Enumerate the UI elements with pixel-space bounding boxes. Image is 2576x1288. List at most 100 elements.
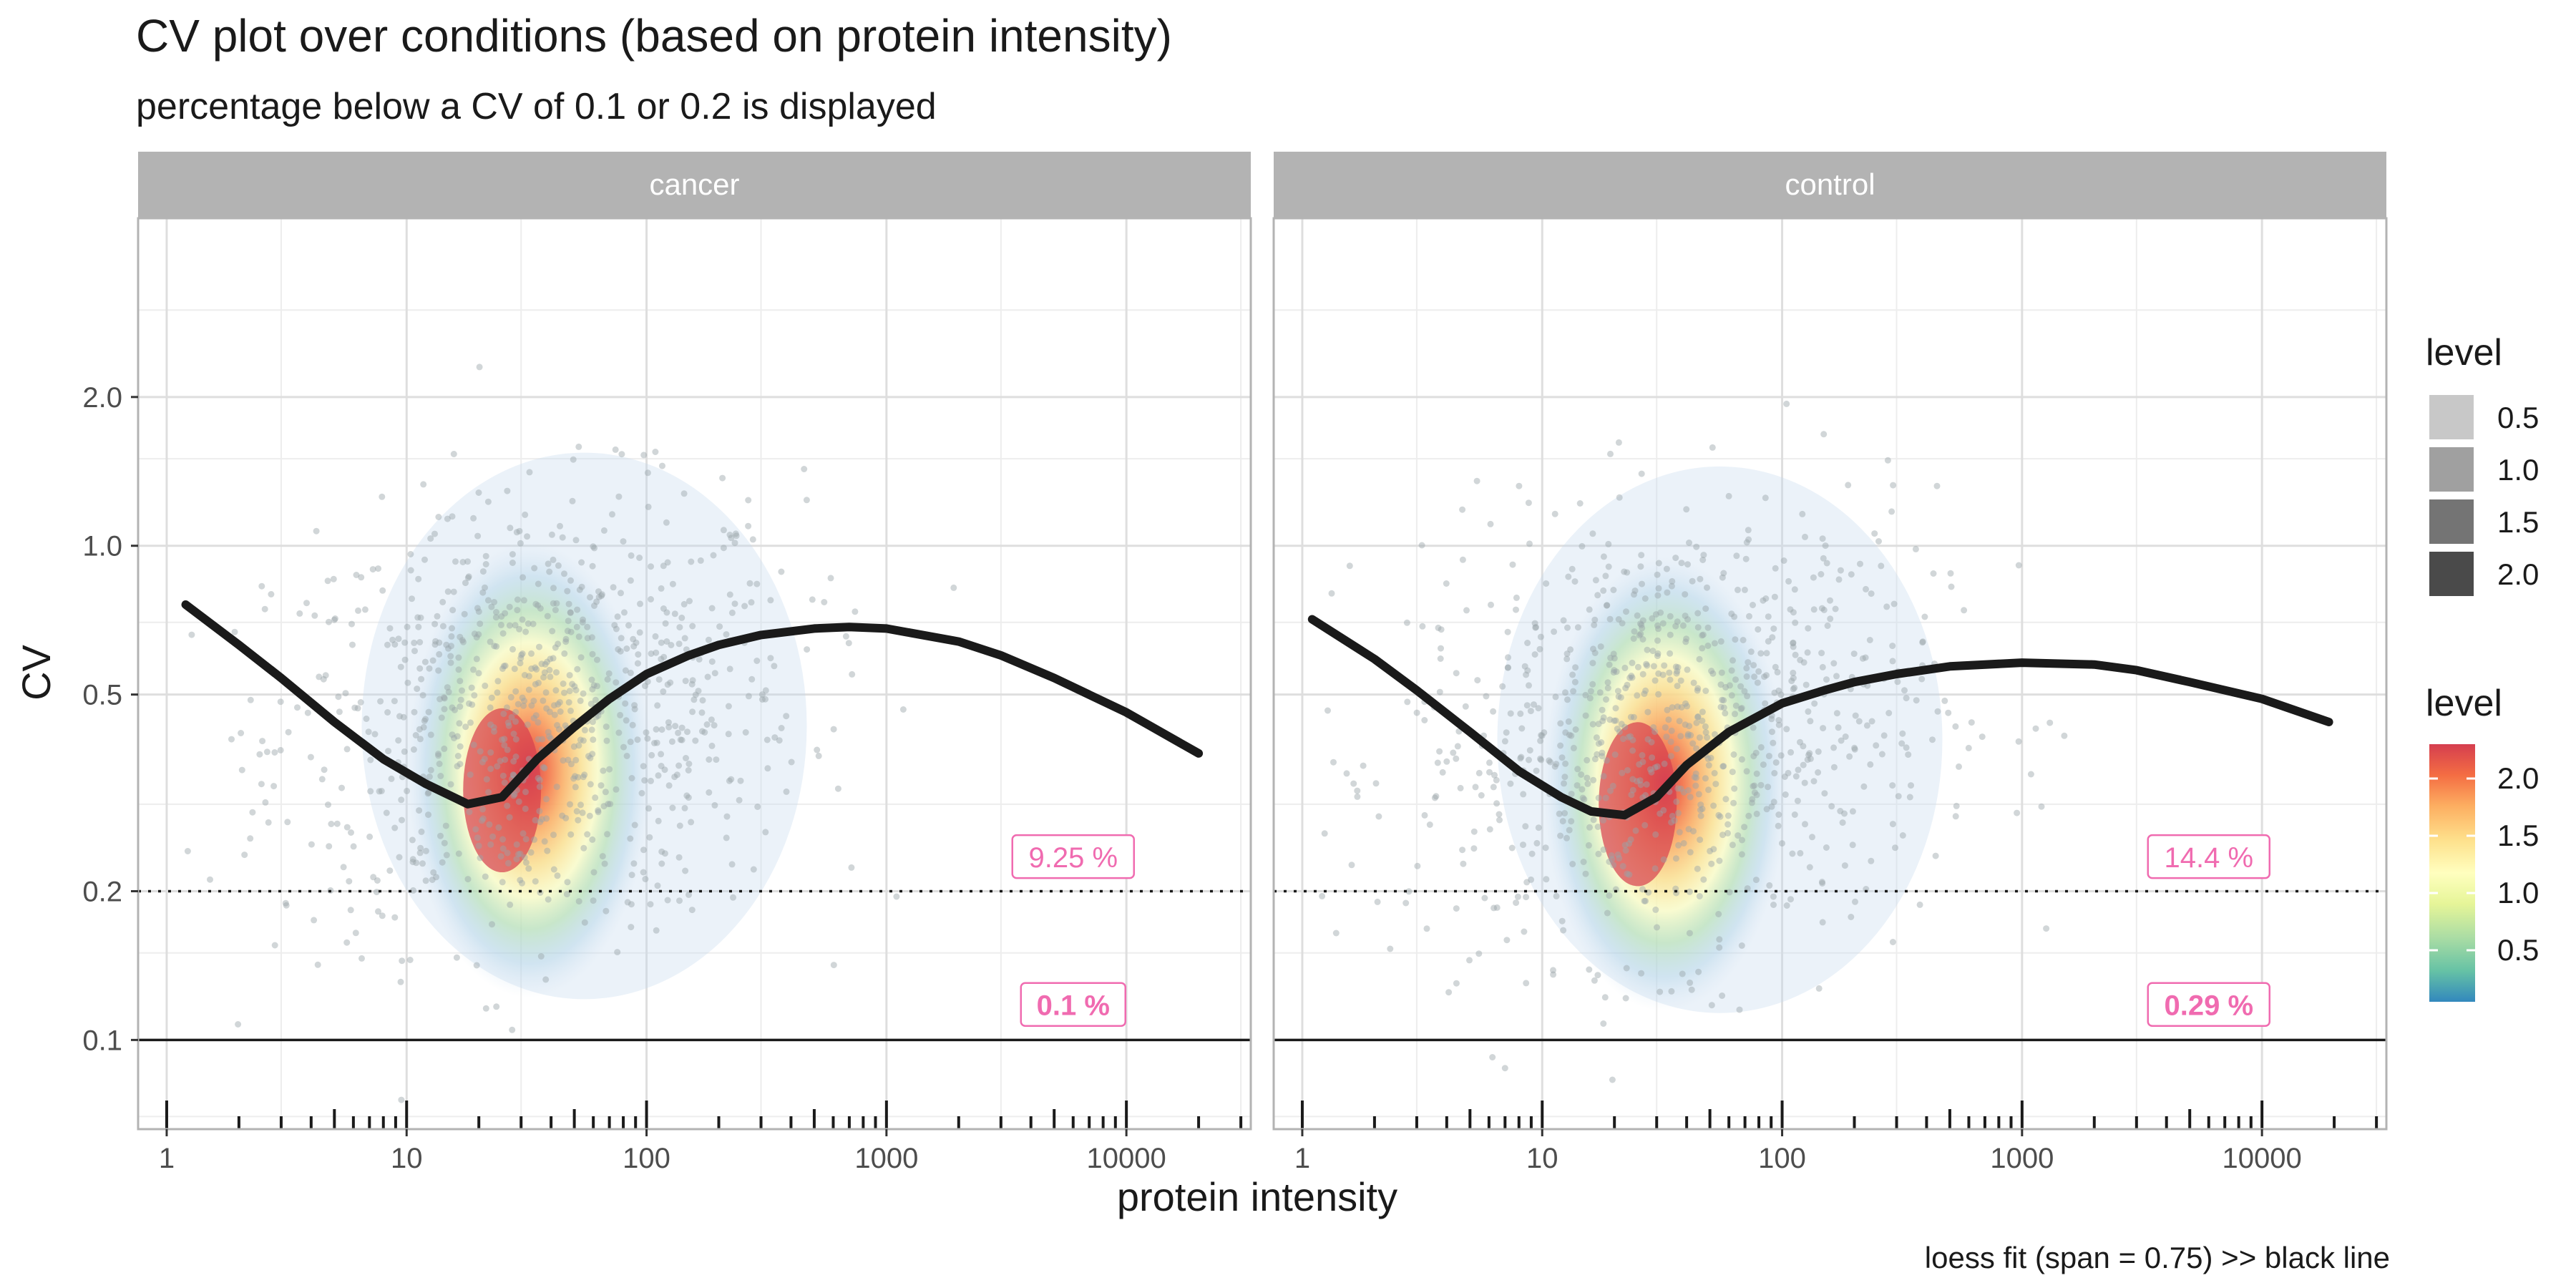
data-point — [580, 690, 587, 697]
data-point — [1691, 774, 1698, 781]
data-point — [1616, 854, 1623, 862]
data-point — [399, 816, 405, 824]
data-point — [725, 731, 732, 738]
data-point — [1835, 724, 1842, 731]
data-point — [535, 602, 542, 609]
data-point — [1895, 793, 1902, 800]
data-point — [1630, 635, 1637, 642]
data-point — [1433, 793, 1440, 800]
data-point — [1830, 763, 1838, 771]
data-point — [1616, 728, 1623, 736]
data-point — [1637, 563, 1644, 570]
data-point — [1883, 603, 1890, 610]
data-point — [569, 497, 576, 504]
data-point — [532, 816, 539, 824]
data-point — [578, 559, 585, 566]
data-point — [590, 736, 597, 743]
data-point — [899, 706, 907, 713]
data-point — [1717, 813, 1724, 820]
data-point — [1797, 656, 1804, 663]
data-point — [472, 826, 479, 833]
data-point — [648, 777, 654, 784]
data-point — [1600, 816, 1606, 824]
data-point — [1535, 705, 1542, 712]
data-point — [580, 774, 587, 781]
data-point — [590, 897, 597, 904]
data-point — [449, 704, 456, 711]
data-point — [1704, 755, 1712, 762]
data-point — [660, 605, 667, 612]
data-point — [1574, 624, 1581, 631]
data-point — [1679, 622, 1687, 629]
loess-fit-line — [1307, 615, 2333, 820]
data-point — [1513, 899, 1520, 907]
data-point — [545, 896, 552, 903]
data-point — [658, 726, 665, 733]
data-point — [640, 452, 648, 459]
data-point — [1750, 602, 1756, 608]
panel-background — [1274, 218, 2386, 1129]
data-point — [510, 758, 517, 765]
data-point — [1857, 560, 1863, 567]
data-point — [749, 536, 756, 543]
data-point — [1568, 732, 1575, 739]
data-point — [407, 567, 414, 574]
data-point — [1674, 683, 1681, 690]
data-point — [1578, 771, 1585, 778]
data-point — [1513, 606, 1519, 613]
data-point — [1837, 808, 1844, 814]
data-point — [1667, 676, 1674, 683]
data-point — [1901, 687, 1908, 694]
data-point — [1833, 710, 1840, 717]
data-point — [533, 665, 540, 673]
data-point — [1745, 659, 1752, 666]
data-point — [1868, 718, 1875, 725]
data-point — [1604, 679, 1611, 686]
data-point — [1768, 803, 1775, 810]
data-point — [1574, 766, 1581, 773]
data-point — [530, 698, 537, 704]
data-point — [627, 577, 634, 584]
data-point — [1689, 740, 1697, 747]
data-point — [1453, 905, 1460, 912]
data-point — [1622, 995, 1629, 1002]
data-point — [398, 796, 405, 804]
data-point — [449, 625, 455, 632]
data-point — [1820, 555, 1827, 562]
data-point — [1751, 673, 1758, 680]
data-point — [1780, 557, 1787, 564]
data-point — [1699, 717, 1706, 724]
data-point — [1589, 530, 1596, 537]
data-point — [373, 889, 380, 896]
data-point — [401, 748, 408, 755]
data-point — [1567, 646, 1574, 653]
data-point — [1556, 810, 1563, 817]
data-point — [1712, 781, 1719, 788]
data-point — [579, 809, 586, 816]
data-point — [618, 635, 625, 642]
data-point — [1610, 669, 1617, 676]
data-point — [1728, 667, 1735, 674]
data-point — [464, 575, 472, 581]
data-point — [1619, 863, 1626, 869]
data-point — [1751, 782, 1758, 789]
data-point — [1732, 702, 1740, 709]
data-point — [549, 628, 556, 635]
data-point — [1489, 1054, 1496, 1060]
data-point — [1673, 746, 1680, 753]
data-point — [500, 663, 507, 670]
data-point — [1657, 810, 1664, 817]
data-point — [1702, 775, 1709, 782]
data-point — [1819, 663, 1826, 670]
panel-plot-area — [1274, 218, 2386, 1129]
data-point — [1600, 714, 1607, 721]
data-point — [434, 613, 441, 620]
data-point — [1791, 586, 1798, 593]
data-point — [238, 730, 245, 736]
data-point — [1600, 1020, 1607, 1027]
data-point — [415, 623, 422, 630]
data-point — [664, 681, 671, 688]
data-point — [1795, 766, 1802, 774]
data-point — [1694, 713, 1701, 721]
data-point — [572, 773, 578, 780]
